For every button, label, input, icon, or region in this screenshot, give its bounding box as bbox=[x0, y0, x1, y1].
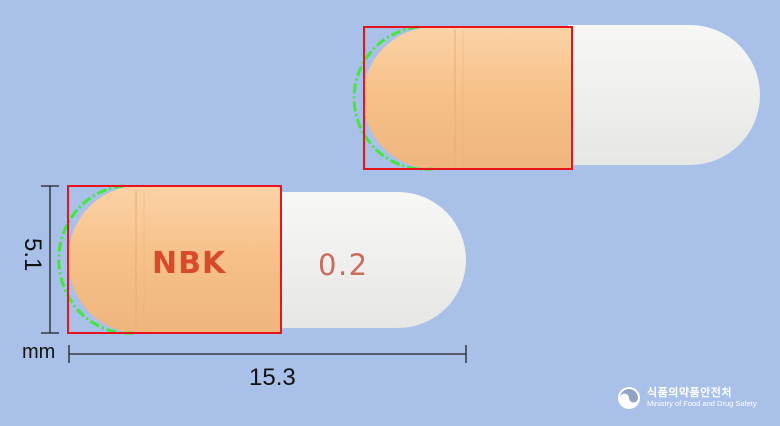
capsule-imprint-body: 0.2 bbox=[318, 248, 369, 282]
watermark-english: Ministry of Food and Drug Safety bbox=[647, 399, 757, 408]
capsule-back bbox=[352, 25, 760, 171]
capsule-back-box bbox=[363, 26, 573, 170]
length-label: 15.3 bbox=[249, 364, 296, 391]
length-dimension-line bbox=[68, 345, 467, 363]
capsule-front bbox=[57, 184, 466, 335]
width-label: 5.1 bbox=[19, 238, 46, 272]
capsule-front-contour bbox=[57, 184, 135, 335]
capsule-front-box bbox=[67, 185, 282, 334]
capsule-front-body bbox=[278, 192, 466, 328]
capsule-imprint-cap: NBK bbox=[152, 246, 227, 281]
capsule-back-contour bbox=[352, 25, 434, 171]
capsule-back-cap bbox=[363, 27, 572, 169]
capsule-front-cap bbox=[68, 186, 282, 333]
unit-label: mm bbox=[22, 341, 56, 363]
watermark-korean: 식품의약품안전처 bbox=[647, 386, 732, 400]
capsule-back-body bbox=[568, 25, 760, 165]
emblem-icon bbox=[618, 387, 640, 409]
height-dimension-line bbox=[41, 185, 59, 334]
mfds-watermark: 식품의약품안전처 Ministry of Food and Drug Safet… bbox=[617, 386, 757, 410]
